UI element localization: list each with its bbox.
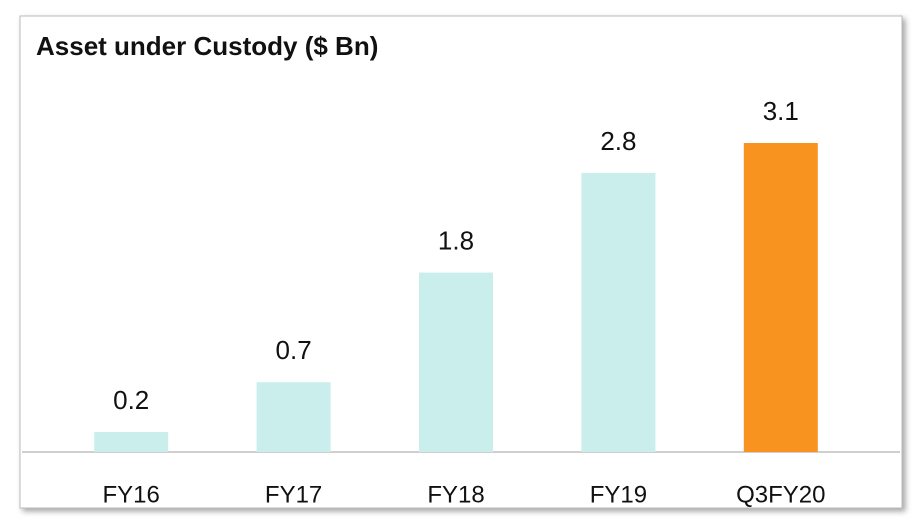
x-tick-label: FY19 [590,481,647,508]
bar [743,143,818,452]
bar [256,382,331,452]
x-tick-label: FY16 [103,481,160,508]
bar [419,272,493,452]
bar [581,172,656,452]
data-label: 0.7 [276,335,312,365]
chart-title: Asset under Custody ($ Bn) [36,31,378,61]
x-tick-label: FY18 [427,481,484,508]
data-label: 3.1 [763,96,799,126]
data-label: 0.2 [113,385,149,415]
data-label: 1.8 [438,225,474,255]
x-tick-label: FY17 [265,481,322,508]
x-tick-label: Q3FY20 [736,481,825,508]
bar [94,432,169,452]
data-label: 2.8 [600,126,636,156]
